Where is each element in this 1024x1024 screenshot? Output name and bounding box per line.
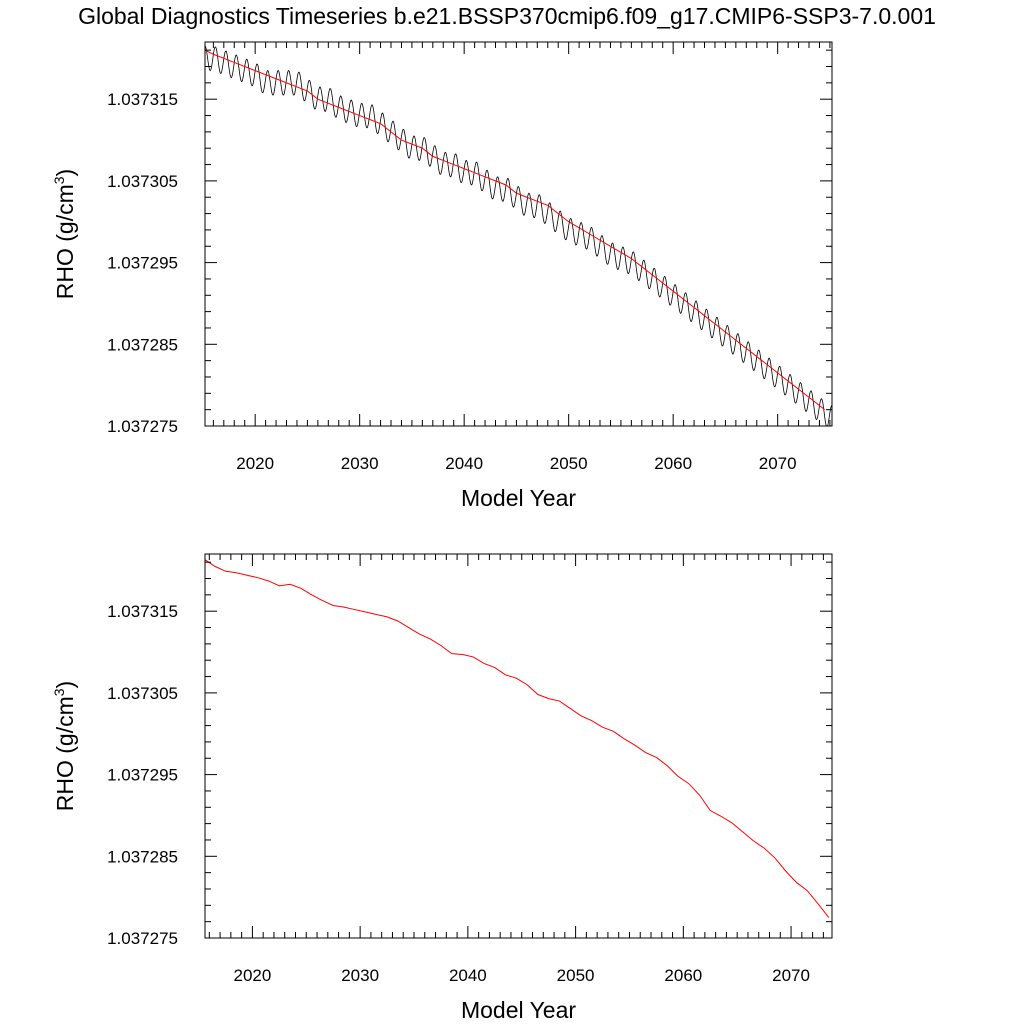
x-tick-label: 2020 (236, 454, 274, 473)
y-axis-title: RHO (g/cm3) (51, 681, 78, 811)
x-tick-label: 2060 (654, 454, 692, 473)
x-tick-label: 2040 (449, 966, 487, 985)
plot-frame (204, 553, 833, 939)
x-tick-label: 2070 (759, 454, 797, 473)
series-group (205, 559, 830, 918)
plot-frame (204, 41, 833, 427)
annual-mean-series-line (205, 49, 825, 411)
y-axis-title: RHO (g/cm3) (51, 169, 78, 299)
x-tick-label: 2070 (772, 966, 810, 985)
y-tick-label: 1.037295 (107, 766, 178, 785)
y-tick-label: 1.037285 (107, 335, 178, 354)
y-tick-label: 1.037295 (107, 254, 178, 273)
series-group (205, 45, 832, 426)
bottom-chart-panel: 2020 2030 2040 2050 2060 2070 1.037275 1.037285… (51, 553, 833, 1023)
x-tick-label: 2050 (557, 966, 595, 985)
x-tick-label: 2030 (341, 966, 379, 985)
y-axis-title-close: ) (52, 169, 78, 177)
annual-mean-series-line (205, 559, 830, 918)
top-chart-panel: 2020 2030 2040 2050 2060 2070 1.037275 1.037285… (51, 41, 833, 511)
x-tick-label: 2030 (341, 454, 379, 473)
y-tick-label: 1.037285 (107, 847, 178, 866)
y-axis-title-close: ) (52, 681, 78, 689)
y-axis-title-superscript: 3 (51, 688, 67, 696)
monthly-series-line (205, 45, 832, 426)
y-tick-label: 1.037305 (107, 172, 178, 191)
x-tick-label: 2020 (233, 966, 271, 985)
x-axis-title: Model Year (461, 485, 576, 511)
y-tick-label: 1.037315 (107, 90, 178, 109)
y-tick-label: 1.037275 (107, 929, 178, 948)
x-tick-label: 2060 (664, 966, 702, 985)
x-axis-title: Model Year (461, 997, 576, 1023)
y-axis-title-text: RHO (g/cm (52, 184, 78, 299)
y-tick-label: 1.037275 (107, 417, 178, 436)
y-axis-title-text: RHO (g/cm (52, 696, 78, 811)
y-tick-label: 1.037315 (107, 602, 178, 621)
y-axis-title-superscript: 3 (51, 176, 67, 184)
y-tick-label: 1.037305 (107, 684, 178, 703)
x-tick-label: 2040 (445, 454, 483, 473)
figure-title: Global Diagnostics Timeseries b.e21.BSSP… (78, 3, 936, 29)
x-tick-label: 2050 (550, 454, 588, 473)
